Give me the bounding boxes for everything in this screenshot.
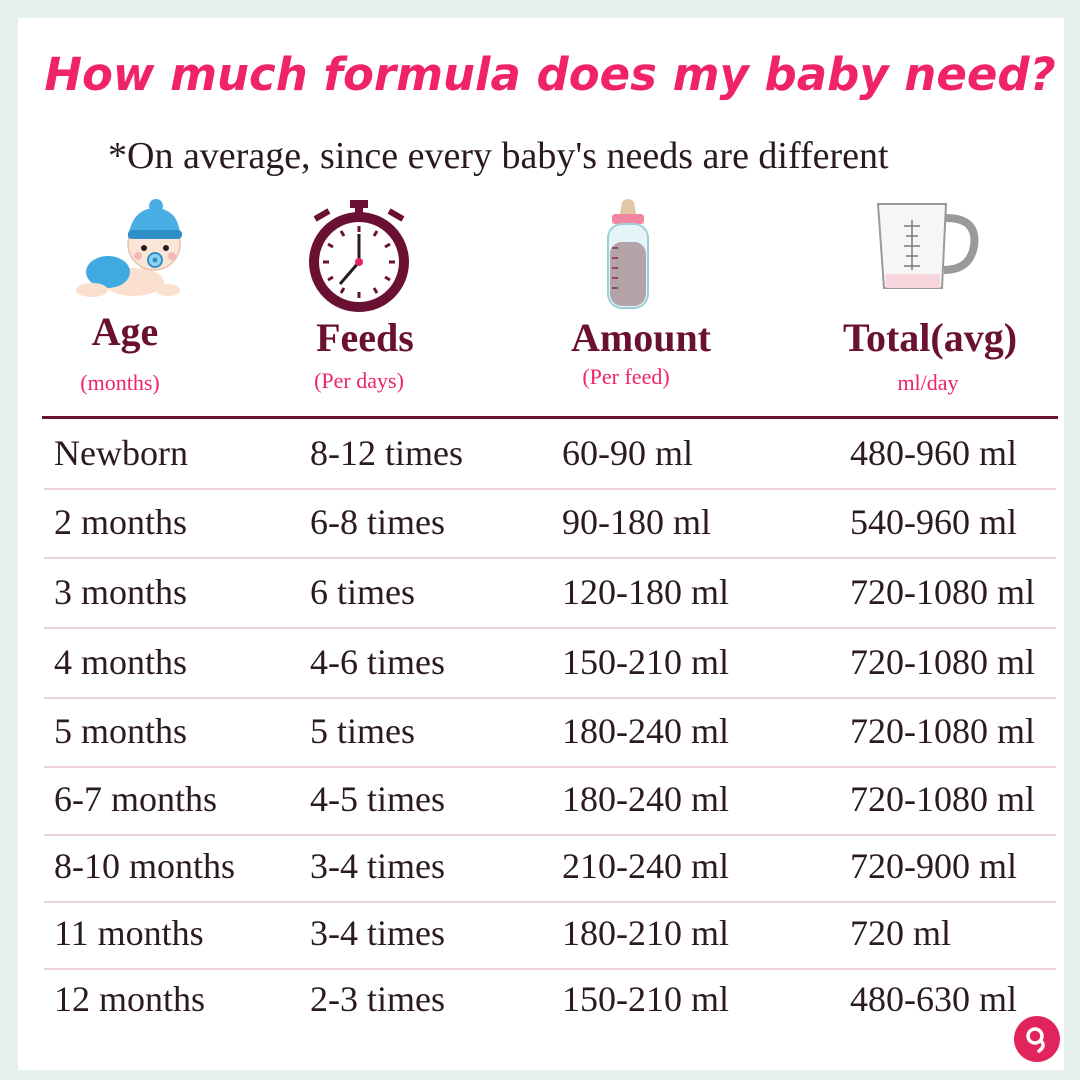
column-sub-age: (months) (80, 370, 160, 395)
amount-cell: 150-210 ml (562, 642, 729, 682)
baby-icon (76, 199, 182, 297)
feeds-cell: 3-4 times (310, 846, 445, 886)
age-cell: 3 months (54, 572, 188, 612)
amount-cell: 180-240 ml (562, 779, 729, 819)
table-row: 6-7 months 4-5 times 180-240 ml 720-1080… (44, 766, 1056, 836)
total-cell: 720 ml (850, 913, 952, 953)
age-cell: 5 months (54, 711, 188, 751)
amount-cell: 120-180 ml (562, 572, 729, 612)
table-row: 12 months 2-3 times 150-210 ml 480-630 m… (44, 966, 1056, 1034)
feeds-cell: 8-12 times (310, 433, 463, 473)
column-header-age: Age (91, 309, 159, 354)
subtitle: *On average, since every baby's needs ar… (108, 135, 889, 177)
total-cell: 480-960 ml (850, 433, 1017, 473)
amount-cell: 180-240 ml (562, 711, 729, 751)
amount-cell: 150-210 ml (562, 979, 729, 1019)
feeds-cell: 6 times (310, 572, 415, 612)
amount-cell: 60-90 ml (562, 433, 693, 473)
table-row: 4 months 4-6 times 150-210 ml 720-1080 m… (44, 629, 1056, 699)
feeds-cell: 2-3 times (310, 979, 445, 1019)
measuring-cup-icon (876, 203, 979, 289)
brand-logo-icon (1014, 1016, 1060, 1062)
column-header-amount: Amount (570, 315, 712, 360)
feeds-cell: 6-8 times (310, 502, 445, 542)
column-sub-total: ml/day (897, 370, 959, 395)
age-cell: 2 months (54, 502, 188, 542)
page-title: How much formula does my baby need? (44, 48, 1056, 101)
age-cell: 4 months (54, 642, 188, 682)
total-cell: 720-1080 ml (850, 711, 1035, 751)
column-header-feeds: Feeds (316, 315, 414, 360)
card (18, 18, 1064, 1070)
header-divider (42, 416, 1058, 419)
age-cell: 11 months (54, 913, 204, 953)
table-row: Newborn 8-12 times 60-90 ml 480-960 ml (44, 420, 1056, 490)
age-cell: 6-7 months (54, 779, 218, 819)
table-row: 5 months 5 times 180-240 ml 720-1080 ml (44, 698, 1056, 768)
total-cell: 720-1080 ml (850, 642, 1035, 682)
feeds-cell: 4-5 times (310, 779, 445, 819)
table-row: 3 months 6 times 120-180 ml 720-1080 ml (44, 559, 1056, 629)
feeds-cell: 5 times (310, 711, 415, 751)
amount-cell: 210-240 ml (562, 846, 729, 886)
column-sub-feeds: (Per days) (314, 368, 404, 393)
age-cell: 12 months (54, 979, 206, 1019)
total-cell: 720-1080 ml (850, 572, 1035, 612)
table-row: 2 months 6-8 times 90-180 ml 540-960 ml (44, 489, 1056, 559)
table-row: 8-10 months 3-4 times 210-240 ml 720-900… (44, 833, 1056, 903)
feeds-cell: 3-4 times (310, 913, 445, 953)
age-cell: Newborn (54, 433, 188, 473)
total-cell: 540-960 ml (850, 502, 1017, 542)
clock-icon (309, 200, 409, 312)
total-cell: 720-900 ml (850, 846, 1017, 886)
amount-cell: 90-180 ml (562, 502, 711, 542)
total-cell: 720-1080 ml (850, 779, 1035, 819)
table-row: 11 months 3-4 times 180-210 ml 720 ml (44, 900, 1056, 970)
feeds-cell: 4-6 times (310, 642, 445, 682)
column-sub-amount: (Per feed) (582, 364, 670, 389)
amount-cell: 180-210 ml (562, 913, 729, 953)
column-header-total: Total(avg) (842, 315, 1018, 360)
total-cell: 480-630 ml (850, 979, 1017, 1019)
bottle-icon (607, 199, 649, 309)
age-cell: 8-10 months (54, 846, 236, 886)
